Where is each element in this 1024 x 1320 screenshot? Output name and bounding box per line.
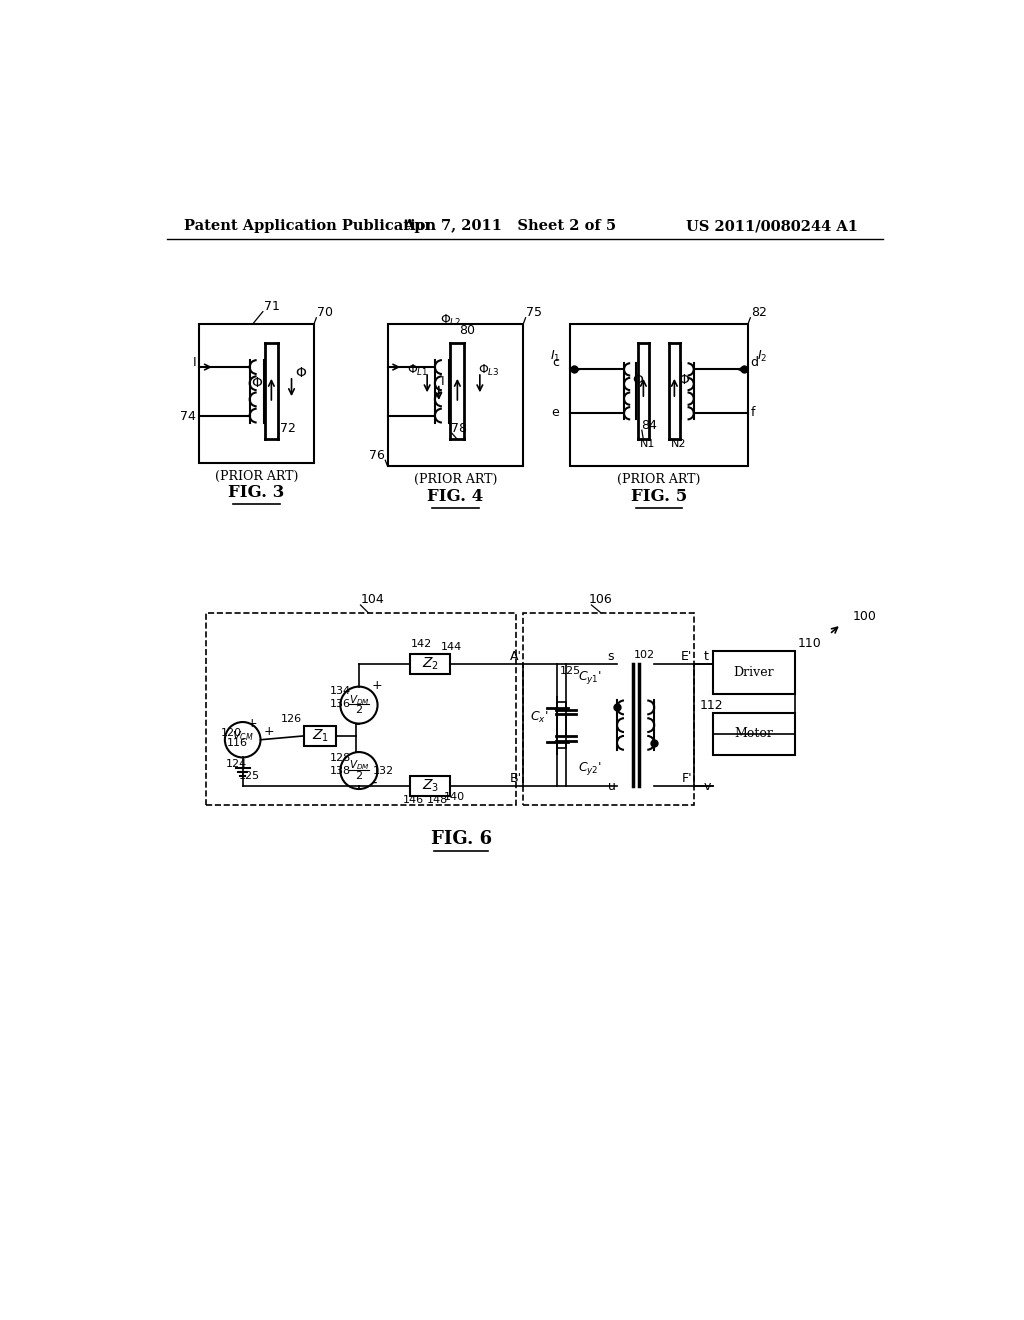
Text: B': B': [510, 772, 521, 785]
Bar: [388, 323, 523, 466]
Text: FIG. 6: FIG. 6: [431, 830, 492, 847]
Text: 120: 120: [221, 727, 242, 738]
Text: 100: 100: [853, 610, 877, 623]
Text: 104: 104: [360, 594, 384, 606]
Text: $Z_3$: $Z_3$: [422, 777, 439, 795]
Text: $C_{y2}$': $C_{y2}$': [578, 759, 601, 776]
Text: 125: 125: [239, 771, 260, 781]
Text: $C_x$': $C_x$': [530, 710, 549, 726]
Text: FIG. 4: FIG. 4: [427, 488, 483, 506]
Bar: [713, 713, 795, 755]
Text: 138: 138: [330, 767, 350, 776]
Text: 142: 142: [411, 639, 432, 649]
Text: 102: 102: [634, 651, 655, 660]
Text: s: s: [607, 649, 614, 663]
Text: u: u: [607, 780, 615, 793]
Text: FIG. 3: FIG. 3: [228, 484, 285, 502]
Text: $V_{CM}$: $V_{CM}$: [231, 729, 254, 743]
Text: Patent Application Publication: Patent Application Publication: [183, 219, 436, 234]
Text: N1: N1: [640, 440, 655, 449]
Text: (PRIOR ART): (PRIOR ART): [414, 474, 497, 486]
Text: US 2011/0080244 A1: US 2011/0080244 A1: [686, 219, 858, 234]
Text: $Z_2$: $Z_2$: [422, 656, 438, 672]
Text: 110: 110: [798, 638, 821, 651]
Text: Driver: Driver: [733, 665, 774, 678]
Text: (PRIOR ART): (PRIOR ART): [617, 474, 700, 486]
Text: $\Phi_{L2}$: $\Phi_{L2}$: [440, 313, 462, 329]
Text: $I_2$: $I_2$: [758, 350, 768, 364]
Bar: [410, 776, 451, 796]
Text: 75: 75: [526, 306, 543, 319]
Bar: [569, 323, 748, 466]
Text: 132: 132: [373, 767, 394, 776]
Text: v: v: [703, 780, 712, 793]
Text: -: -: [372, 775, 377, 789]
Text: 106: 106: [589, 594, 613, 606]
Text: 116: 116: [227, 738, 248, 748]
Bar: [206, 612, 515, 805]
Text: 124: 124: [225, 759, 247, 768]
Text: 148: 148: [426, 795, 447, 805]
Text: E': E': [681, 651, 692, 664]
Text: $\Phi$: $\Phi$: [295, 367, 307, 380]
Text: 74: 74: [180, 411, 197, 424]
Bar: [523, 612, 693, 805]
Text: Apr. 7, 2011   Sheet 2 of 5: Apr. 7, 2011 Sheet 2 of 5: [403, 219, 616, 234]
Text: F': F': [682, 772, 692, 785]
Text: $I_1$: $I_1$: [550, 350, 560, 364]
Text: 125: 125: [560, 665, 581, 676]
Text: +: +: [263, 725, 274, 738]
Text: I: I: [193, 355, 197, 368]
Bar: [200, 323, 314, 462]
Text: 126: 126: [281, 714, 302, 725]
Text: 134: 134: [330, 685, 350, 696]
Text: e: e: [551, 407, 559, 420]
Text: 80: 80: [459, 323, 475, 337]
Text: 71: 71: [264, 300, 281, 313]
Text: 84: 84: [641, 418, 657, 432]
Text: c: c: [552, 356, 559, 370]
Text: Motor: Motor: [734, 727, 773, 741]
Text: 112: 112: [699, 700, 723, 711]
Text: 82: 82: [751, 306, 767, 319]
Bar: [713, 651, 795, 693]
Text: d: d: [751, 356, 759, 370]
Text: +: +: [372, 678, 382, 692]
Text: +: +: [247, 718, 257, 730]
Text: $\Phi$: $\Phi$: [632, 372, 644, 387]
Text: $\Phi$: $\Phi$: [678, 372, 690, 387]
Text: (PRIOR ART): (PRIOR ART): [215, 470, 298, 483]
Text: 136: 136: [330, 700, 350, 709]
Text: f: f: [751, 407, 755, 420]
Text: 78: 78: [452, 422, 467, 434]
Text: $Z_1$: $Z_1$: [311, 727, 329, 744]
Text: t: t: [703, 649, 709, 663]
Text: $\Phi_{L1}$: $\Phi_{L1}$: [408, 363, 429, 379]
Text: 2: 2: [355, 771, 362, 781]
Text: 146: 146: [403, 795, 424, 805]
Text: 72: 72: [280, 422, 296, 434]
Text: 76: 76: [369, 449, 385, 462]
Text: 70: 70: [317, 306, 333, 319]
Text: $V_{DM}$: $V_{DM}$: [348, 693, 370, 706]
Text: 2: 2: [355, 705, 362, 715]
Text: N2: N2: [671, 440, 686, 449]
Text: I: I: [441, 375, 444, 388]
Text: 128: 128: [330, 754, 351, 763]
Text: A': A': [510, 651, 521, 664]
Text: 140: 140: [444, 792, 465, 801]
Text: $\Phi$: $\Phi$: [251, 376, 263, 391]
Text: $C_{y1}$': $C_{y1}$': [578, 669, 601, 686]
Text: $V_{DM}$: $V_{DM}$: [348, 758, 370, 772]
Bar: [304, 726, 337, 746]
Text: $\Phi_{L3}$: $\Phi_{L3}$: [478, 363, 500, 379]
Bar: [410, 655, 451, 675]
Text: 144: 144: [441, 643, 463, 652]
Text: FIG. 5: FIG. 5: [631, 488, 687, 506]
